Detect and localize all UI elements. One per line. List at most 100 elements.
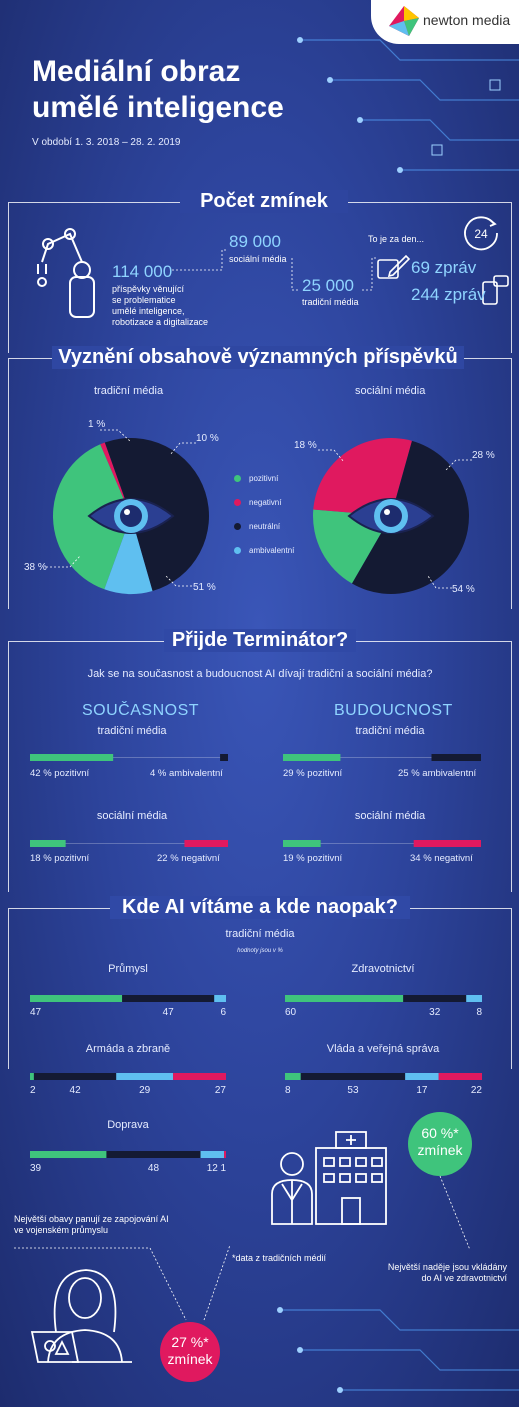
fear-badge: 27 %* zmínek (160, 1322, 220, 1382)
per-day-traditional-value: 69 zpráv (411, 258, 477, 277)
legend-item-ambivalent: ambivalentní (234, 538, 294, 562)
category-4-segment-3 (200, 1151, 225, 1158)
sentiment-pies: 38 % 1 % 51 % 10 % 18 % 28 % 54 % (24, 419, 495, 595)
category-3-label-2: 53 (347, 1085, 359, 1096)
category-2-label-3: 29 (139, 1085, 151, 1096)
pie-traditional-value-label-0: 38 % (24, 562, 47, 573)
term-bar-right-3 (413, 840, 481, 847)
present-traditional-label: tradiční média (97, 725, 167, 737)
traditional-mentions-label: tradiční média (302, 297, 359, 307)
pie-social-leader-1 (445, 459, 472, 471)
pie-traditional-leader-3 (169, 442, 196, 456)
term-bar-left-0 (30, 754, 114, 761)
hacker-laptop-icon (30, 1269, 132, 1363)
pie-social-value-label-1: 28 % (472, 450, 495, 461)
newton-logo-icon (389, 6, 419, 36)
category-2-segment-3 (116, 1073, 174, 1080)
pie-social-value-label-0: 18 % (294, 440, 317, 451)
pie-social-title: sociální média (355, 385, 426, 397)
phone-chat-icon (482, 275, 509, 305)
future-soc-right-label: 34 % negativní (410, 853, 473, 864)
category-4-segment-0 (30, 1151, 107, 1158)
pie-social-leader-0 (318, 449, 345, 463)
social-mentions-label: sociální média (229, 254, 287, 264)
per-day-label: To je za den... (368, 234, 425, 244)
future-trad-left-label: 29 % pozitivní (283, 768, 343, 779)
logo-badge: newton media (371, 0, 519, 44)
term-bar-track-0 (30, 757, 228, 758)
svg-text:24: 24 (474, 227, 488, 241)
category-4-label-3: 12 (207, 1163, 219, 1174)
category-title-4: Doprava (107, 1119, 149, 1131)
category-3-label-0: 8 (285, 1085, 291, 1096)
pie-traditional-leader-0 (46, 555, 81, 568)
future-social-label: sociální média (354, 810, 426, 822)
term-bar-right-2 (431, 754, 481, 761)
terminator-bars (30, 754, 481, 847)
traditional-mentions-value: 25 000 (302, 276, 354, 295)
pie-traditional-value-label-3: 10 % (196, 433, 219, 444)
robot-arm-icon (37, 228, 95, 318)
category-title-1: Zdravotnictví (352, 963, 415, 975)
category-4-label-2: 48 (148, 1163, 160, 1174)
present-trad-right-label: 4 % ambivalentní (150, 768, 223, 779)
welcome-note: hodnoty jsou v % (237, 948, 283, 954)
future-heading: BUDOUCNOST (334, 702, 453, 719)
connector-lines (172, 249, 378, 291)
category-3-label-3: 17 (416, 1085, 428, 1096)
pie-social-value-label-2: 54 % (452, 584, 475, 595)
category-1-segment-0 (285, 995, 404, 1002)
category-2-segment-1 (173, 1073, 226, 1080)
sentiment-title: Vyznění obsahově významných příspěvků (52, 346, 464, 369)
period-text: V období 1. 3. 2018 – 28. 2. 2019 (32, 137, 181, 148)
category-title-2: Armáda a zbraně (86, 1043, 170, 1055)
category-2-label-0: 2 (30, 1085, 36, 1096)
social-mentions-value: 89 000 (229, 232, 281, 251)
present-heading: SOUČASNOST (82, 702, 200, 719)
category-0-segment-3 (214, 995, 226, 1002)
hope-badge: 60 %* zmínek (408, 1112, 472, 1176)
mentions-title: Počet zmínek (180, 190, 348, 213)
category-2-label-1: 27 (215, 1085, 227, 1096)
term-bar-left-3 (283, 840, 321, 847)
category-2-segment-2 (33, 1073, 117, 1080)
category-2-label-2: 42 (70, 1085, 82, 1096)
legend-item-negative: negativní (234, 490, 294, 514)
future-trad-right-label: 25 % ambivalentní (398, 768, 477, 779)
present-social-label: sociální média (96, 810, 168, 822)
category-3-segment-0 (285, 1073, 301, 1080)
pie-social-highlight (384, 509, 390, 515)
total-mentions-value: 114 000 (112, 262, 173, 281)
terminator-title: Přijde Terminátor? (164, 629, 356, 652)
pie-traditional-highlight (124, 509, 130, 515)
term-bar-left-1 (30, 840, 66, 847)
welcome-title: Kde AI vítáme a kde naopak? (110, 896, 410, 919)
category-0-segment-2 (122, 995, 215, 1002)
clock-24-icon: 24 (464, 216, 498, 251)
pie-traditional-leader-2 (165, 575, 192, 587)
category-title-3: Vláda a veřejná správa (327, 1043, 440, 1055)
legend-item-neutral: neutrální (234, 514, 294, 538)
future-soc-left-label: 19 % pozitivní (283, 853, 343, 864)
category-4-segment-2 (106, 1151, 201, 1158)
pie-traditional-slice-1 (100, 442, 131, 516)
doctor-hospital-icon (271, 1131, 387, 1225)
term-bar-left-2 (283, 754, 341, 761)
circuit-decoration-top (297, 37, 519, 173)
category-3-segment-2 (300, 1073, 406, 1080)
term-bar-track-2 (283, 757, 481, 758)
category-1-label-0: 60 (285, 1007, 297, 1018)
term-bar-track-1 (30, 843, 228, 844)
category-1-label-3: 8 (476, 1007, 482, 1018)
category-3-segment-1 (438, 1073, 482, 1080)
footnote: *data z tradičních médií (232, 1253, 327, 1263)
category-1-segment-2 (403, 995, 467, 1002)
category-0-label-0: 47 (30, 1007, 42, 1018)
pie-social-slice-1 (313, 437, 412, 516)
category-title-0: Průmysl (108, 963, 148, 975)
category-0-label-2: 47 (163, 1007, 175, 1018)
welcome-subtitle: tradiční média (225, 928, 295, 940)
pie-social-leader-2 (427, 575, 452, 589)
newspaper-pen-icon (377, 254, 411, 279)
page-title: Mediální obraz umělé inteligence (32, 55, 284, 124)
